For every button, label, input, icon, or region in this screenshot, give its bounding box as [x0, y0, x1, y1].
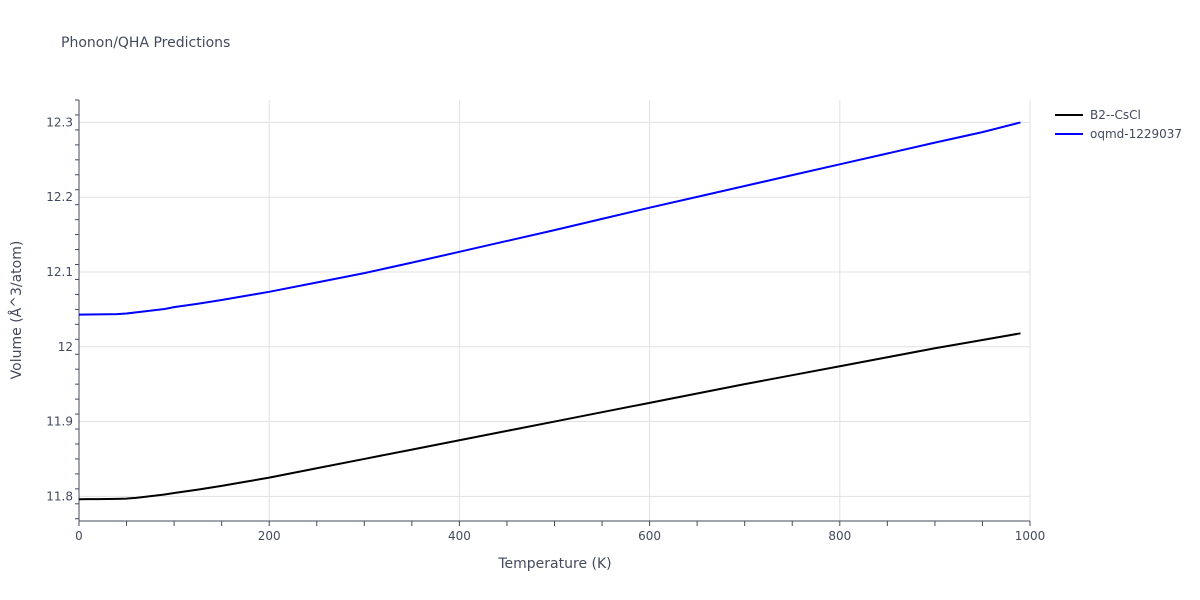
series-layer	[78, 121, 1021, 501]
grid-layer	[79, 100, 1031, 521]
y-tick-label: 11.8	[46, 489, 73, 503]
x-tick-label: 1000	[1015, 529, 1046, 543]
legend[interactable]: B2--CsCl oqmd-1229037	[1055, 108, 1182, 141]
legend-item[interactable]: oqmd-1229037	[1055, 127, 1182, 141]
x-tick-label: 600	[638, 529, 661, 543]
tick-layer: 0 200 400 600 800 1000 11.8 11.9 12 12.1 12.2 12.3	[46, 99, 1046, 543]
legend-item[interactable]: B2--CsCl	[1055, 108, 1141, 122]
y-axis-title: Volume (Å^3/atom)	[8, 241, 25, 380]
series-line-1[interactable]	[78, 121, 1021, 316]
axes	[78, 100, 1030, 522]
x-tick-label: 800	[828, 529, 851, 543]
y-tick-label: 11.9	[46, 415, 73, 429]
legend-label: oqmd-1229037	[1090, 127, 1182, 141]
x-tick-label: 200	[258, 529, 281, 543]
legend-label: B2--CsCl	[1090, 108, 1141, 122]
y-tick-label: 12	[58, 340, 73, 354]
x-tick-label: 0	[75, 529, 83, 543]
x-tick-label: 400	[448, 529, 471, 543]
y-tick-label: 12.2	[46, 190, 73, 204]
y-tick-label: 12.1	[46, 265, 73, 279]
series-line-0[interactable]	[78, 332, 1021, 501]
chart-title: Phonon/QHA Predictions	[61, 35, 231, 51]
x-axis-title: Temperature (K)	[497, 556, 611, 572]
y-tick-label: 12.3	[46, 115, 73, 129]
